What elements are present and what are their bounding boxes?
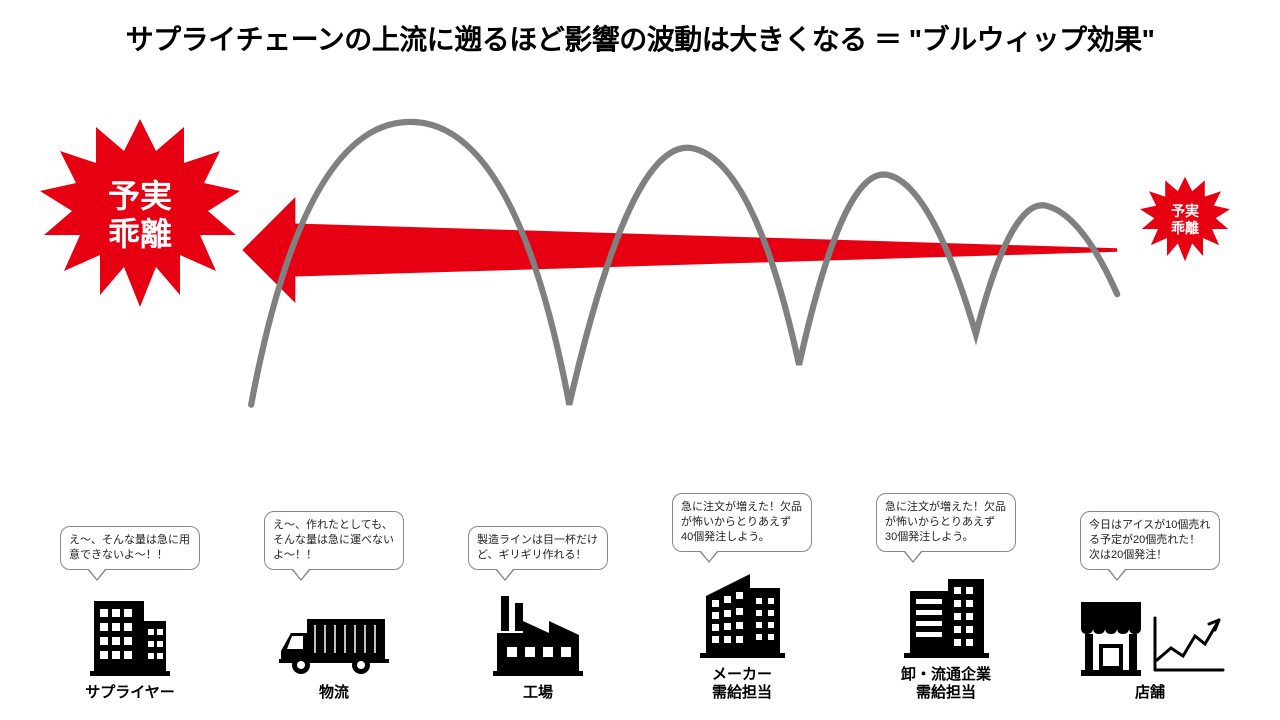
office-building-icon [700, 568, 785, 658]
stage-label-wholesale: 卸・流通企業 需給担当 [901, 666, 991, 702]
factory-icon [493, 591, 583, 676]
bubble-wholesale: 急に注文が増えた！欠品が怖いからとりあえず30個発注しよう。 [876, 493, 1016, 552]
stage-store: 今日はアイスが10個売れる予定が20個売れた！次は20個発注！ [1060, 511, 1240, 702]
stage-label-logistics: 物流 [319, 684, 349, 702]
stage-maker: 急に注文が増えた！欠品が怖いからとりあえず40個発注しよう。 メーカー 需給担 [652, 493, 832, 702]
starburst-big-label: 予実 乖離 [108, 177, 172, 254]
widening-arrow [242, 197, 1117, 303]
bubble-logistics: え～、作れたとしても、そんな量は急に運べないよ～！！ [264, 511, 404, 570]
stage-supplier: え～、そんな量は急に用意できないよ～！！ サプライヤー [40, 526, 220, 702]
starburst-small-label: 予実 乖離 [1171, 203, 1199, 237]
stage-label-factory: 工場 [523, 684, 553, 702]
truck-icon [279, 611, 389, 676]
stages-row: え～、そんな量は急に用意できないよ～！！ サプライヤー え～、作れたとし [40, 493, 1240, 702]
starburst-small: 予実 乖離 [1140, 175, 1230, 265]
stage-label-store: 店舗 [1135, 684, 1165, 702]
building-icon [90, 591, 170, 676]
stage-label-maker: メーカー 需給担当 [712, 666, 772, 702]
bubble-maker: 急に注文が増えた！欠品が怖いからとりあえず40個発注しよう。 [672, 493, 812, 552]
buildings-icon [904, 573, 989, 658]
stage-factory: 製造ラインは目一杯だけど、ギリギリ作れる！ 工場 [448, 526, 628, 702]
store-chart-icon [1075, 596, 1225, 676]
bubble-supplier: え～、そんな量は急に用意できないよ～！！ [60, 526, 200, 570]
bubble-factory: 製造ラインは目一杯だけど、ギリギリ作れる！ [468, 526, 608, 570]
stage-logistics: え～、作れたとしても、そんな量は急に運べないよ～！！ 物流 [244, 511, 424, 702]
stage-wholesale: 急に注文が増えた！欠品が怖いからとりあえず30個発注しよう。 [856, 493, 1036, 702]
starburst-big: 予実 乖離 [40, 115, 240, 315]
page-title: サプライチェーンの上流に遡るほど影響の波動は大きくなる ＝ "ブルウィップ効果" [0, 18, 1280, 58]
bubble-store: 今日はアイスが10個売れる予定が20個売れた！次は20個発注！ [1080, 511, 1220, 570]
stage-label-supplier: サプライヤー [85, 684, 175, 702]
